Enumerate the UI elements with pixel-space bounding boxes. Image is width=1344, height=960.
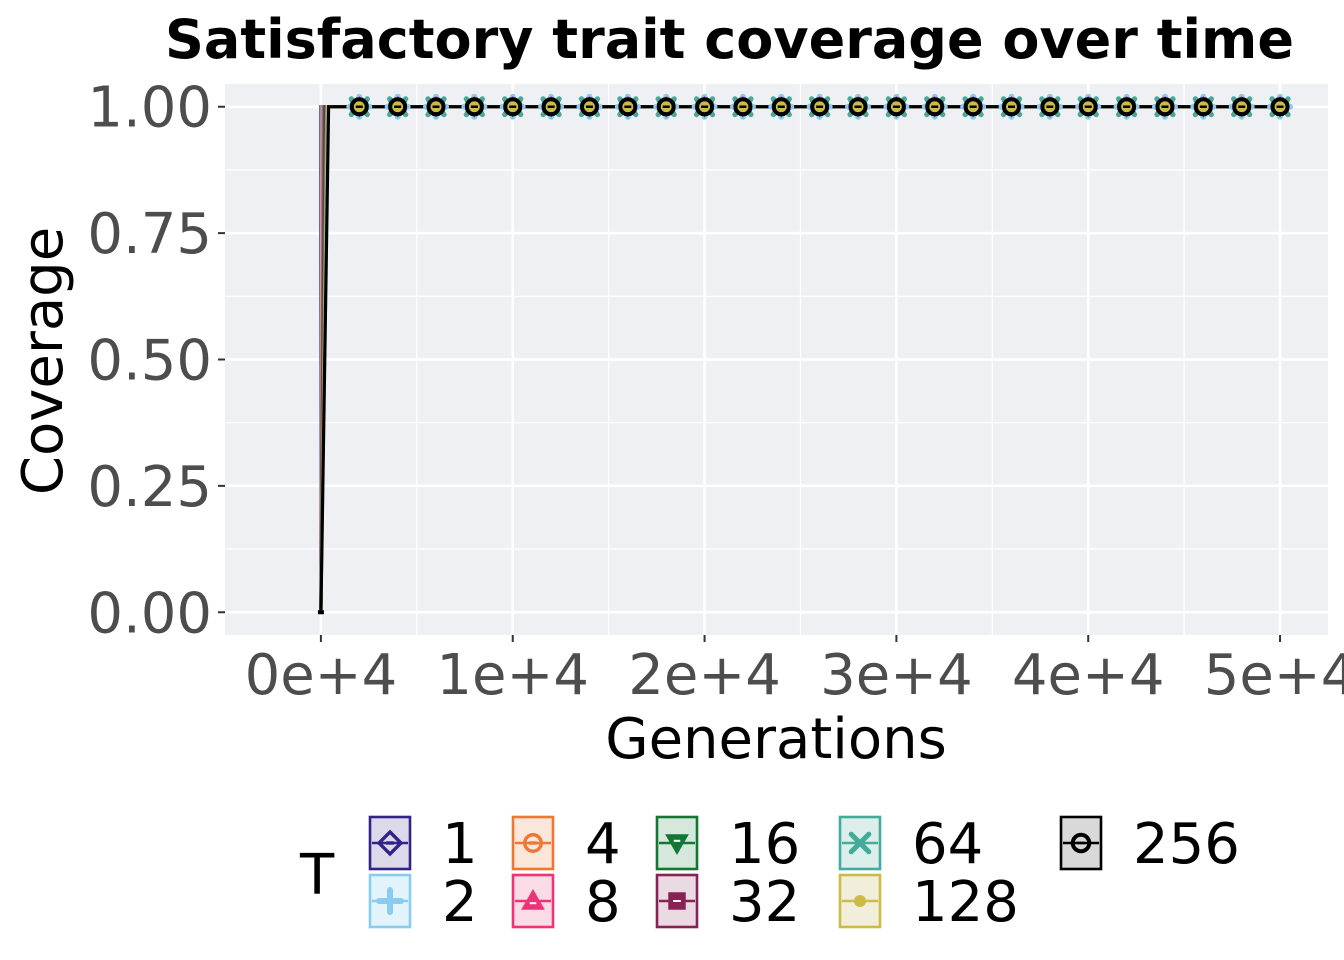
marker-256	[1117, 97, 1137, 117]
x-tick-label: 0e+4	[245, 643, 398, 708]
series-markers	[346, 93, 1294, 120]
x-tick-label: 1e+4	[436, 643, 589, 708]
legend-key-1	[368, 815, 412, 871]
legend-key-64	[838, 815, 882, 871]
marker-256	[464, 97, 484, 117]
marker-256	[1155, 97, 1175, 117]
legend-key-128	[838, 873, 882, 929]
x-tick-label: 3e+4	[820, 643, 973, 708]
legend-marker	[853, 894, 867, 908]
y-tick-label: 0.25	[87, 455, 212, 520]
marker-256	[848, 97, 868, 117]
legend-key-2	[368, 873, 412, 929]
marker-256	[1078, 97, 1098, 117]
x-axis: 0e+4 1e+4 2e+4 3e+4 4e+4 5e+4	[245, 635, 1344, 708]
legend-marker	[523, 833, 543, 853]
marker-256	[503, 97, 523, 117]
marker-256	[886, 97, 906, 117]
marker-256	[810, 97, 830, 117]
marker-256	[1040, 97, 1060, 117]
marker-256	[349, 97, 369, 117]
y-tick-label: 1.00	[87, 76, 212, 141]
legend-swatch	[368, 815, 412, 871]
marker-256	[963, 97, 983, 117]
legend-label-4: 4	[585, 812, 621, 877]
marker-256	[733, 97, 753, 117]
legend-key-4	[511, 815, 555, 871]
y-axis: 0.00 0.25 0.50 0.75 1.00	[87, 76, 225, 646]
marker-256	[579, 97, 599, 117]
legend-marker	[668, 892, 686, 910]
y-tick-label: 0.00	[87, 581, 212, 646]
legend-label-128: 128	[912, 870, 1019, 935]
marker-256	[388, 97, 408, 117]
x-tick-label: 4e+4	[1012, 643, 1165, 708]
legend-marker	[376, 829, 404, 857]
marker-256	[426, 97, 446, 117]
legend-marker	[665, 834, 689, 856]
x-tick-label: 5e+4	[1204, 643, 1344, 708]
marker-256	[1270, 97, 1290, 117]
legend-key-256	[1059, 815, 1103, 871]
legend-marker	[848, 831, 872, 855]
marker-256	[695, 97, 715, 117]
legend-label-64: 64	[912, 812, 983, 877]
y-axis-title: Coverage	[11, 227, 76, 495]
legend-label-2: 2	[442, 870, 478, 935]
marker-256	[1001, 97, 1021, 117]
x-axis-title: Generations	[605, 707, 947, 772]
legend-marker	[376, 887, 404, 915]
legend-key-32	[655, 873, 699, 929]
marker-256	[771, 97, 791, 117]
legend-label-1: 1	[442, 812, 478, 877]
marker-256	[925, 97, 945, 117]
legend-key-16	[655, 815, 699, 871]
legend-label-16: 16	[729, 812, 800, 877]
marker-256	[656, 97, 676, 117]
legend-label-32: 32	[729, 870, 800, 935]
marker-256	[1193, 97, 1213, 117]
x-tick-label: 2e+4	[628, 643, 781, 708]
y-tick-label: 0.50	[87, 329, 212, 394]
legend-label-8: 8	[585, 870, 621, 935]
legend-marker	[521, 888, 545, 910]
legend-marker	[1070, 832, 1092, 854]
chart-title: Satisfactory trait coverage over time	[165, 8, 1294, 71]
marker-256	[1232, 97, 1252, 117]
legend-title: T	[299, 843, 335, 908]
legend-label-256: 256	[1133, 812, 1240, 877]
marker-256	[541, 97, 561, 117]
y-tick-label: 0.75	[87, 202, 212, 267]
marker-256	[618, 97, 638, 117]
legend-key-8	[511, 873, 555, 929]
